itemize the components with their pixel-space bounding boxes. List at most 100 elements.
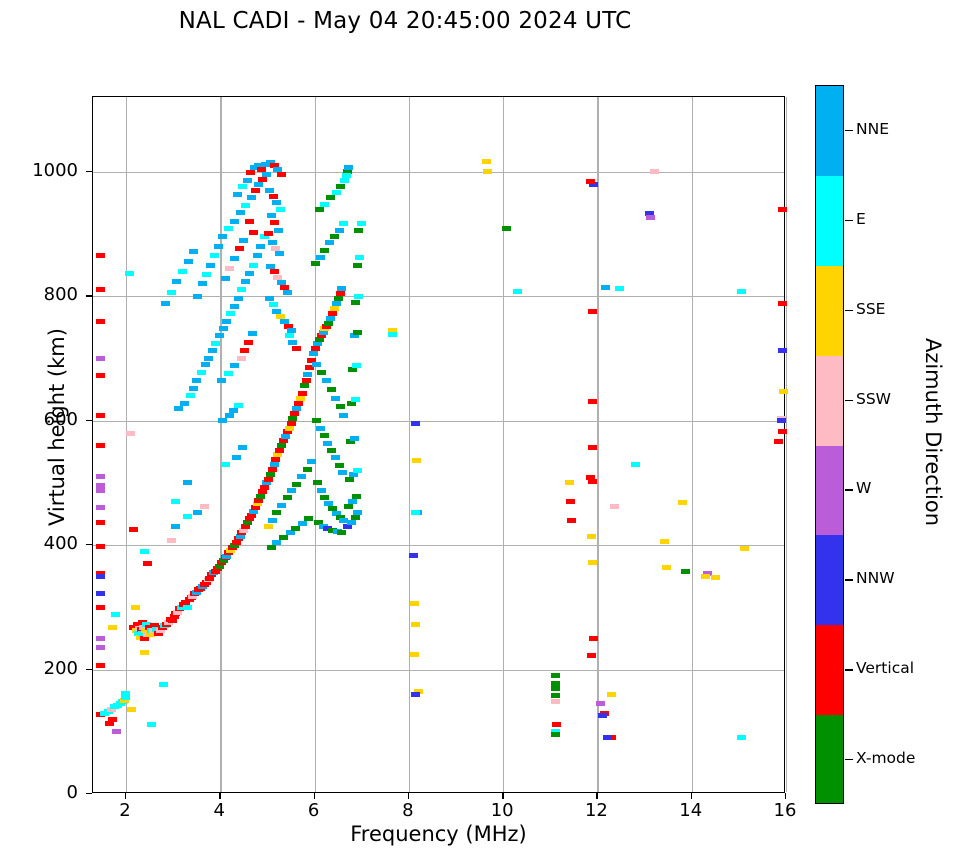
echo-point [231,540,241,546]
echo-point [388,332,398,338]
echo-point [145,624,155,630]
echo-point [133,630,143,636]
vertical-gridline [314,97,316,792]
horizontal-gridline [93,545,784,547]
echo-point [197,281,207,287]
echo-point [277,171,287,177]
echo-point [96,520,106,526]
echo-point [339,517,349,523]
echo-point [551,680,561,686]
echo-point [589,181,599,187]
echo-point [588,399,598,405]
echo-point [180,400,190,406]
echo-point [149,623,159,629]
echo-point [258,489,268,495]
echo-point [135,634,145,640]
echo-point [235,210,245,216]
echo-point [777,348,787,354]
colorbar-segment-w [816,445,843,536]
echo-point [297,521,307,527]
x-tick-label: 12 [584,800,608,821]
echo-point [243,520,253,526]
echo-point [344,476,354,482]
echo-point [257,166,267,172]
echo-point [346,520,356,526]
echo-point [339,413,349,419]
echo-point [649,169,659,175]
echo-point [244,339,254,345]
echo-point [320,326,330,331]
echo-point [284,333,294,339]
echo-point [221,461,231,467]
echo-point [338,470,348,476]
echo-point [140,635,150,641]
echo-point [316,333,326,339]
echo-point [292,405,302,411]
echo-point [96,287,106,293]
echo-point [312,340,322,346]
echo-point [315,425,325,431]
echo-point [96,373,106,379]
echo-point [217,418,227,424]
echo-point [138,630,148,636]
echo-point [192,378,202,384]
echo-point [296,474,306,480]
echo-point [264,187,274,193]
echo-point [276,206,286,212]
y-tick-label: 1000 [32,159,78,181]
echo-point [324,321,334,327]
x-tick-mark [690,793,693,799]
echo-point [229,363,239,369]
echo-point [146,632,155,638]
echo-point [331,395,341,401]
x-tick-label: 2 [119,800,131,821]
echo-point [278,438,288,444]
echo-point [96,443,106,448]
echo-point [243,177,253,183]
echo-point [260,485,270,491]
echo-point [276,313,286,319]
echo-point [222,553,232,559]
colorbar-segment-sse [816,265,843,356]
vertical-gridline [126,97,128,792]
echo-point [267,517,277,523]
echo-point [313,520,323,526]
echo-point [323,440,333,446]
colorbar-label-x-mode: X-mode [856,749,916,768]
echo-point [254,181,264,187]
colorbar-title: Azimuth Direction [921,337,945,527]
echo-point [329,233,339,239]
echo-point [661,564,671,570]
data-layer [93,97,788,792]
echo-point [246,512,256,518]
echo-point [229,256,239,262]
echo-point [564,480,574,486]
colorbar [815,85,844,804]
echo-point [206,262,216,268]
y-tick-mark [86,668,92,670]
x-tick-label: 6 [307,800,320,821]
echo-point [349,435,359,441]
echo-point [354,293,364,299]
echo-point [318,523,328,529]
echo-point [200,362,210,368]
echo-point [566,517,576,523]
echo-point [272,308,282,314]
echo-point [272,200,282,206]
echo-point [96,543,106,549]
echo-point [292,481,302,487]
echo-point [268,302,278,308]
colorbar-tick-mark [845,219,853,222]
echo-point [201,271,211,277]
colorbar-label-vertical: Vertical [856,659,915,678]
echo-point [311,261,320,267]
echo-point [252,252,262,258]
echo-point [256,494,266,500]
echo-point [347,367,357,373]
echo-point [275,251,285,257]
colorbar-label-nne: NNE [856,119,889,138]
colorbar-segment-vertical [816,625,843,716]
colorbar-tick-mark [845,309,853,312]
echo-point [587,533,597,539]
echo-point [269,162,279,168]
